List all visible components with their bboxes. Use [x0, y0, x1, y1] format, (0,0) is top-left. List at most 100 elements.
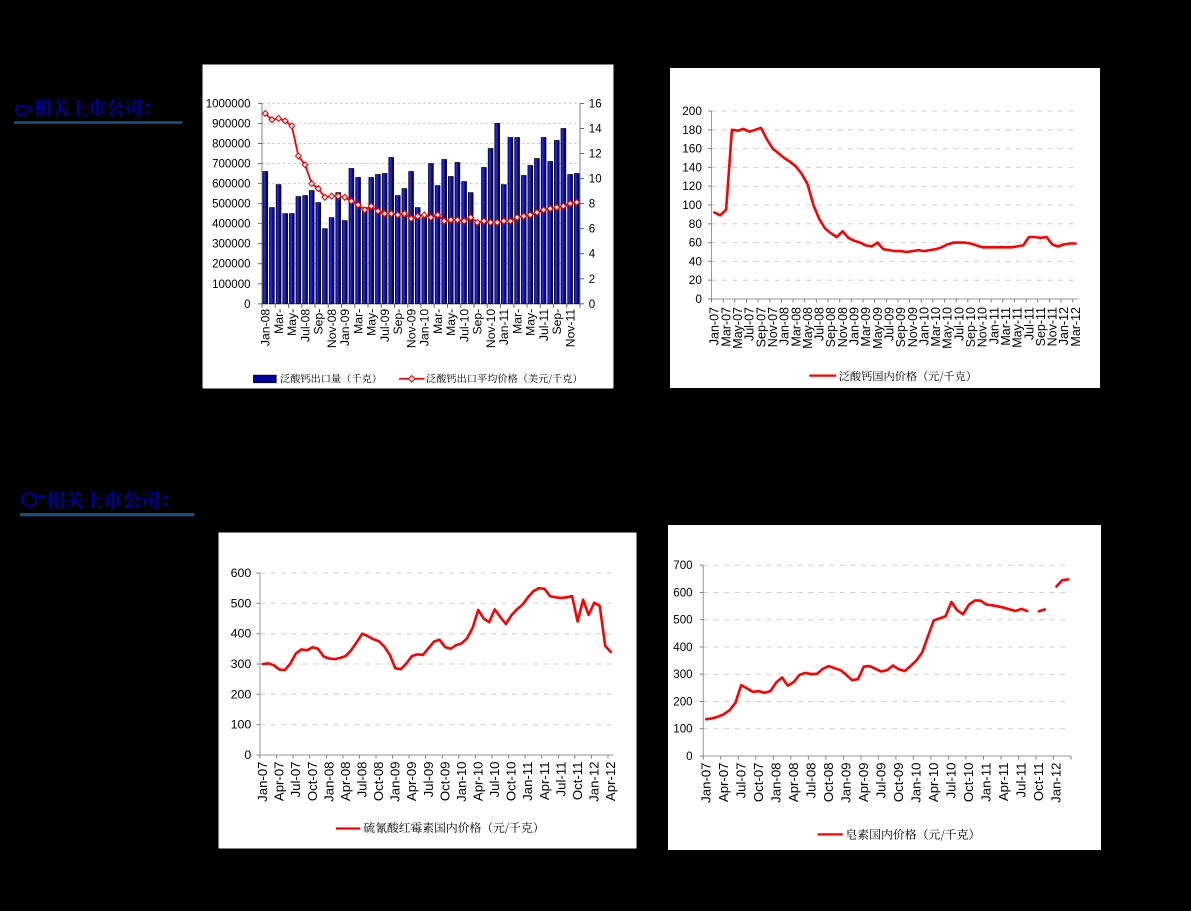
svg-text:Sep-: Sep-: [550, 309, 564, 335]
svg-text:Nov-10: Nov-10: [976, 307, 990, 347]
svg-text:Oct-11: Oct-11: [1031, 763, 1046, 802]
svg-text:Jan-11: Jan-11: [979, 763, 994, 802]
svg-text:Jan-07: Jan-07: [255, 762, 270, 802]
svg-text:Mar-: Mar-: [431, 309, 445, 334]
svg-text:Jan-09: Jan-09: [388, 762, 403, 802]
svg-text:Oct-07: Oct-07: [751, 763, 766, 803]
svg-text:May-: May-: [365, 309, 379, 336]
svg-text:Mar-: Mar-: [510, 309, 524, 334]
svg-text:14: 14: [589, 124, 602, 136]
svg-text:Jul-10: Jul-10: [457, 309, 471, 342]
svg-text:Oct-09: Oct-09: [891, 763, 906, 803]
svg-text:400: 400: [231, 627, 252, 641]
svg-text:Jan-10: Jan-10: [909, 763, 924, 803]
svg-text:300: 300: [673, 668, 692, 681]
svg-text:Jan-08: Jan-08: [769, 763, 784, 803]
svg-text:Jan-10: Jan-10: [917, 307, 931, 345]
svg-text:Jul-11: Jul-11: [1022, 307, 1036, 340]
svg-text:200: 200: [231, 687, 252, 701]
svg-text:200000: 200000: [212, 259, 250, 271]
svg-text:Jan-10: Jan-10: [454, 762, 469, 802]
svg-text:Jul-11: Jul-11: [537, 309, 551, 342]
svg-text:May-09: May-09: [871, 307, 885, 349]
svg-text:May-08: May-08: [801, 307, 815, 349]
svg-text:Jul-10: Jul-10: [952, 307, 966, 341]
svg-text:Sep-: Sep-: [471, 309, 485, 335]
svg-text:May-07: May-07: [731, 307, 745, 349]
svg-text:600000: 600000: [212, 179, 250, 191]
svg-text:200: 200: [673, 696, 692, 709]
svg-text:0: 0: [695, 292, 702, 306]
svg-text:60: 60: [689, 236, 703, 250]
svg-text:120: 120: [682, 179, 702, 193]
svg-text:Mar-: Mar-: [351, 309, 365, 334]
svg-text:Apr-10: Apr-10: [471, 762, 486, 802]
svg-text:Jan-11: Jan-11: [987, 307, 1001, 344]
svg-text:Oct-08: Oct-08: [821, 763, 836, 803]
svg-text:Jan-07: Jan-07: [708, 307, 722, 345]
svg-text:Jul-09: Jul-09: [883, 307, 897, 341]
svg-text:100: 100: [231, 718, 252, 732]
svg-text:0: 0: [686, 750, 692, 763]
svg-text:400000: 400000: [212, 219, 250, 231]
svg-text:0: 0: [244, 748, 251, 762]
svg-text:Apr-11: Apr-11: [537, 762, 552, 801]
svg-text:Jul-11: Jul-11: [553, 762, 568, 797]
svg-text:Mar-09: Mar-09: [859, 307, 873, 347]
svg-text:Apr-07: Apr-07: [716, 763, 731, 803]
svg-text:May-: May-: [444, 309, 458, 336]
svg-text:400: 400: [673, 641, 692, 654]
svg-text:800000: 800000: [212, 139, 250, 151]
svg-text:Jul-10: Jul-10: [487, 762, 502, 798]
svg-text:500: 500: [673, 614, 692, 627]
svg-text:0: 0: [589, 299, 595, 311]
svg-text:Sep-: Sep-: [312, 309, 326, 335]
svg-text:Apr-07: Apr-07: [272, 762, 287, 802]
svg-text:100: 100: [682, 198, 702, 212]
svg-text:Jan-08: Jan-08: [259, 309, 273, 346]
svg-text:10: 10: [589, 174, 602, 186]
svg-text:Apr-09: Apr-09: [404, 762, 419, 802]
svg-text:Apr-10: Apr-10: [926, 763, 941, 803]
svg-text:Mar-: Mar-: [272, 309, 286, 334]
svg-text:1000000: 1000000: [206, 98, 251, 110]
svg-text:Nov-09: Nov-09: [906, 307, 920, 347]
svg-text:May-: May-: [524, 309, 538, 336]
svg-text:Jan-11: Jan-11: [497, 309, 511, 346]
svg-text:600: 600: [231, 566, 252, 580]
svg-text:Jul-09: Jul-09: [421, 762, 436, 798]
svg-text:Jul-07: Jul-07: [288, 762, 303, 798]
svg-text:Oct-07: Oct-07: [305, 762, 320, 802]
svg-text:Jan-12: Jan-12: [1049, 763, 1064, 803]
svg-text:Jul-07: Jul-07: [743, 307, 757, 341]
svg-text:Jan-08: Jan-08: [778, 307, 792, 345]
svg-text:Oct-11: Oct-11: [570, 762, 585, 801]
svg-text:Sep-: Sep-: [391, 309, 405, 335]
svg-text:900000: 900000: [212, 118, 250, 130]
svg-text:Jul-10: Jul-10: [944, 763, 959, 799]
svg-text:May-11: May-11: [1011, 307, 1025, 348]
svg-text:Jul-08: Jul-08: [813, 307, 827, 341]
svg-text:Sep-10: Sep-10: [964, 307, 978, 347]
svg-text:700000: 700000: [212, 159, 250, 171]
svg-text:160: 160: [682, 142, 702, 156]
svg-text:4: 4: [589, 249, 596, 261]
svg-text:Jan-09: Jan-09: [338, 309, 352, 346]
svg-text:Oct-09: Oct-09: [437, 762, 452, 802]
svg-text:140: 140: [682, 160, 702, 174]
svg-text:Apr-11: Apr-11: [996, 763, 1011, 802]
svg-text:Nov-08: Nov-08: [325, 309, 339, 349]
svg-text:Jul-09: Jul-09: [378, 309, 392, 342]
svg-text:Apr-08: Apr-08: [338, 762, 353, 802]
svg-text:300000: 300000: [212, 239, 250, 251]
svg-text:Jan-09: Jan-09: [839, 763, 854, 803]
svg-text:Mar-12: Mar-12: [1069, 307, 1083, 347]
svg-text:Jul-08: Jul-08: [804, 763, 819, 799]
svg-text:200: 200: [682, 104, 702, 118]
svg-text:Apr-08: Apr-08: [786, 763, 801, 803]
svg-text:Jan-07: Jan-07: [699, 763, 714, 803]
svg-text:Jul-11: Jul-11: [1014, 763, 1029, 798]
svg-text:Mar-08: Mar-08: [789, 307, 803, 347]
svg-text:Jan-09: Jan-09: [848, 307, 862, 345]
svg-text:May-: May-: [285, 309, 299, 336]
